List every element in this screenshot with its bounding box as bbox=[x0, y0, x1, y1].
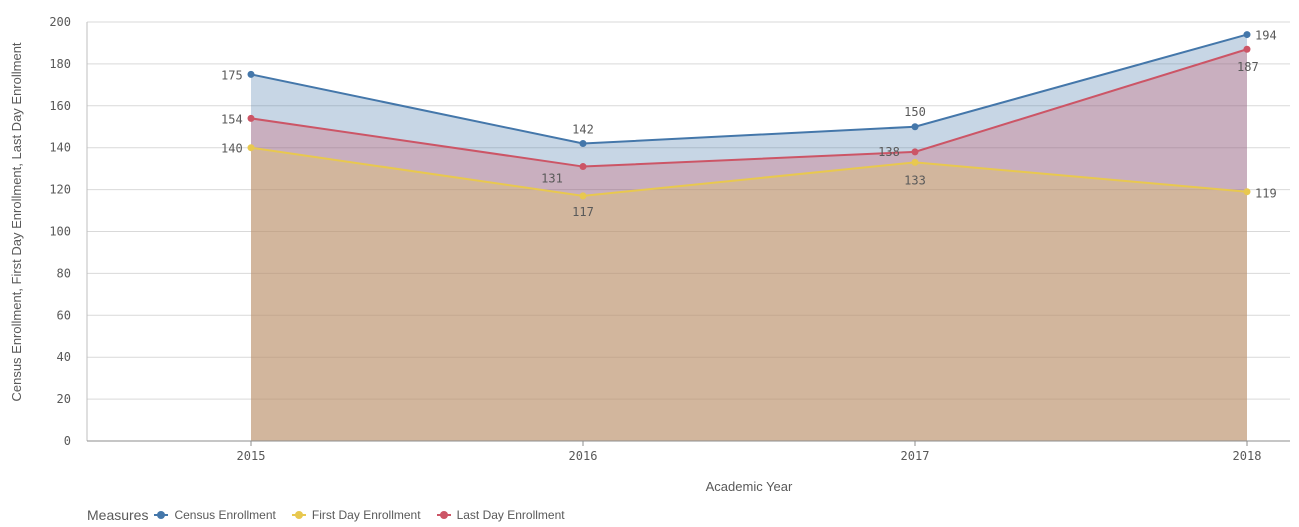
legend-swatch-dot bbox=[157, 511, 166, 519]
x-axis-title: Academic Year bbox=[706, 479, 793, 494]
y-tick-label: 40 bbox=[57, 350, 71, 364]
data-label-census-enrollment: 175 bbox=[221, 68, 243, 82]
data-label-first-day-enrollment: 117 bbox=[572, 205, 594, 219]
point-first-day-enrollment bbox=[1243, 188, 1251, 196]
data-label-last-day-enrollment: 187 bbox=[1237, 60, 1259, 74]
y-tick-label: 0 bbox=[64, 434, 71, 448]
data-label-last-day-enrollment: 138 bbox=[878, 145, 900, 159]
point-last-day-enrollment bbox=[1243, 45, 1251, 53]
area-last-day-enrollment bbox=[251, 49, 1247, 442]
legend-label: First Day Enrollment bbox=[311, 508, 421, 522]
x-tick-label: 2017 bbox=[901, 449, 930, 463]
line-last-day-enrollment bbox=[250, 48, 1248, 168]
data-labels: 175 142 150 194 140 117 133 119 154 131 138 187 bbox=[221, 29, 1277, 219]
chart: 175 142 150 194 140 117 133 119 154 131 138 187 0 20… bbox=[9, 15, 1290, 494]
x-tick-label: 2018 bbox=[1233, 449, 1262, 463]
legend-swatch-dot bbox=[439, 511, 448, 519]
data-label-first-day-enrollment: 140 bbox=[221, 142, 243, 156]
legend-swatch bbox=[154, 510, 169, 520]
y-tick-label: 20 bbox=[57, 392, 71, 406]
point-first-day-enrollment bbox=[247, 144, 255, 152]
legend: Measures Census Enrollment First Day Enro… bbox=[87, 506, 581, 524]
legend-title: Measures bbox=[87, 507, 149, 523]
grid-lines bbox=[87, 21, 1290, 442]
legend-swatch bbox=[291, 510, 306, 520]
point-first-day-enrollment bbox=[911, 158, 919, 166]
legend-item[interactable]: Last Day Enrollment bbox=[436, 508, 565, 522]
point-census-enrollment bbox=[1243, 31, 1251, 39]
line-first-day-enrollment bbox=[250, 146, 1248, 197]
point-last-day-enrollment bbox=[911, 148, 919, 156]
area-first-day-enrollment bbox=[251, 147, 1247, 441]
data-label-first-day-enrollment: 119 bbox=[1255, 187, 1277, 201]
axes: 0 20 40 60 80 100 120 140 160 180 200 2015 2016 2017 2… bbox=[49, 15, 1290, 463]
y-axis-title: Census Enrollment, First Day Enrollment,… bbox=[9, 42, 24, 401]
x-tick-label: 2016 bbox=[569, 449, 598, 463]
point-census-enrollment bbox=[911, 123, 919, 131]
y-tick-label: 160 bbox=[49, 99, 71, 113]
data-label-first-day-enrollment: 133 bbox=[904, 173, 926, 187]
y-tick-label: 180 bbox=[49, 57, 71, 71]
point-last-day-enrollment bbox=[579, 163, 587, 171]
point-census-enrollment bbox=[247, 70, 255, 78]
legend-swatch-dot bbox=[294, 511, 303, 519]
legend-item[interactable]: First Day Enrollment bbox=[291, 508, 421, 522]
data-points bbox=[247, 31, 1251, 200]
line-census-enrollment bbox=[250, 33, 1248, 145]
data-label-census-enrollment: 142 bbox=[572, 123, 594, 137]
y-tick-label: 140 bbox=[49, 141, 71, 155]
data-label-last-day-enrollment: 154 bbox=[221, 112, 243, 126]
area-census-enrollment bbox=[251, 34, 1247, 441]
legend-label: Census Enrollment bbox=[174, 508, 276, 522]
legend-item[interactable]: Census Enrollment bbox=[154, 508, 276, 522]
data-label-census-enrollment: 150 bbox=[904, 105, 926, 119]
y-tick-label: 60 bbox=[57, 308, 71, 322]
point-last-day-enrollment bbox=[247, 114, 255, 122]
series-areas bbox=[251, 34, 1247, 442]
point-first-day-enrollment bbox=[579, 192, 587, 200]
legend-label: Last Day Enrollment bbox=[456, 508, 565, 522]
point-census-enrollment bbox=[579, 140, 587, 148]
y-tick-label: 80 bbox=[57, 266, 71, 280]
y-tick-label: 200 bbox=[49, 15, 71, 29]
x-tick-label: 2015 bbox=[237, 449, 266, 463]
data-label-census-enrollment: 194 bbox=[1255, 29, 1277, 43]
legend-swatch bbox=[436, 510, 451, 520]
data-label-last-day-enrollment: 131 bbox=[541, 172, 563, 186]
y-tick-label: 120 bbox=[49, 183, 71, 197]
series-lines bbox=[250, 33, 1248, 197]
y-tick-label: 100 bbox=[49, 225, 71, 239]
